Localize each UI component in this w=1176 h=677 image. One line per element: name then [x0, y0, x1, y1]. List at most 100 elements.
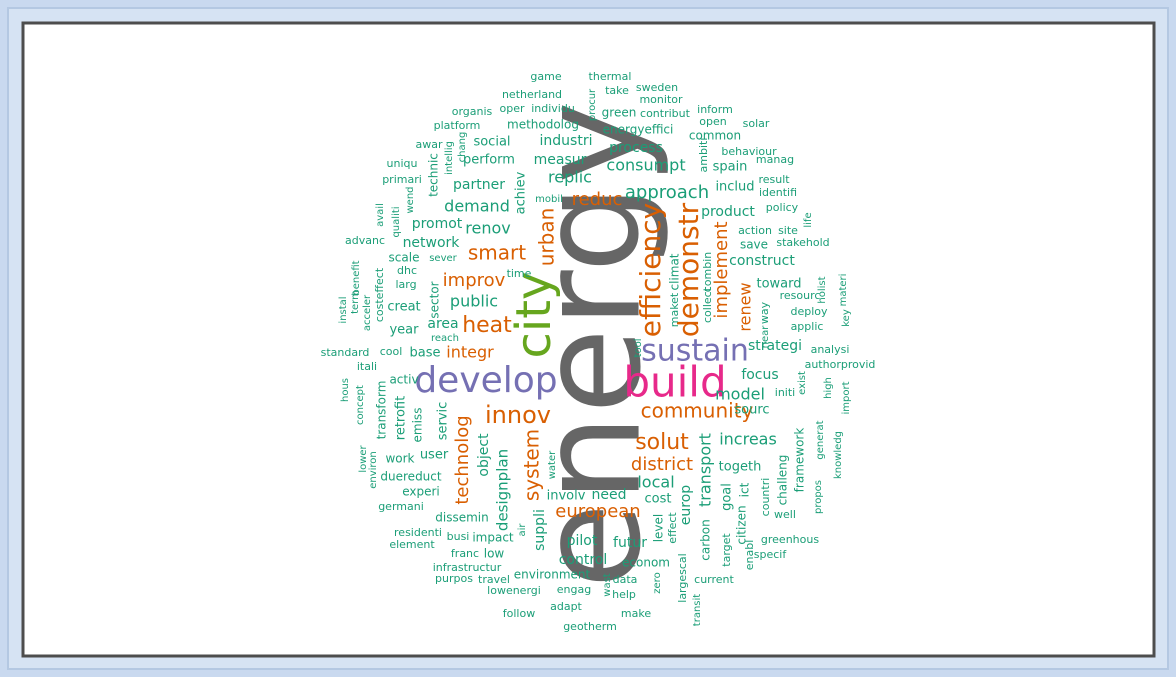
word: action [738, 224, 772, 237]
word: cool [380, 345, 403, 358]
word: behaviour [721, 145, 777, 158]
word: lower [358, 444, 369, 472]
word: object [476, 433, 492, 477]
word: common [689, 129, 741, 143]
word: europ [678, 485, 694, 526]
word: monitor [639, 93, 683, 106]
word: help [612, 588, 636, 601]
word: chang [457, 132, 468, 163]
word: lowenergi [487, 584, 541, 597]
word: element [389, 538, 435, 551]
word: adapt [550, 600, 582, 613]
word: key [841, 309, 852, 327]
word: technic [427, 153, 441, 197]
word: energy [510, 101, 673, 589]
word: urban [535, 208, 559, 267]
word: innov [485, 401, 551, 429]
word: tool [633, 339, 644, 358]
word: advanc [345, 234, 385, 247]
word: air [517, 523, 528, 537]
word: result [758, 173, 790, 186]
word: carbon [699, 519, 713, 560]
word: network [403, 235, 461, 251]
word: smart [468, 241, 526, 265]
word: involv [547, 489, 586, 504]
word: take [605, 84, 629, 97]
word: engag [557, 583, 591, 596]
word: solut [635, 430, 689, 455]
word: need [592, 487, 627, 503]
word: environment [514, 568, 591, 582]
word: partner [453, 177, 505, 193]
word: construct [729, 253, 795, 269]
word: base [410, 346, 441, 361]
word: germani [378, 500, 424, 513]
word: efficiency [634, 203, 667, 337]
word: countri [759, 478, 772, 517]
word: implement [711, 221, 732, 318]
word: sweden [636, 81, 678, 94]
word: designplan [494, 449, 512, 531]
word: econom [622, 556, 670, 570]
word: costeffect [373, 267, 386, 322]
word: qualiti [391, 206, 402, 237]
word: near [760, 325, 771, 349]
word: social [473, 135, 510, 150]
word: green [602, 106, 637, 120]
word: ambiti [697, 138, 710, 173]
word: thermal [589, 70, 632, 83]
word: combin [701, 252, 714, 293]
word: generat [815, 420, 826, 459]
word: way [758, 301, 771, 324]
word: enabl [743, 540, 756, 571]
word: well [774, 508, 796, 521]
word: model [715, 385, 765, 404]
word: initi [775, 386, 795, 399]
word: citizen [735, 505, 749, 544]
word: renew [736, 282, 755, 331]
word: sustain [641, 334, 749, 369]
word: area [427, 316, 458, 332]
word: reach [431, 333, 459, 344]
word: import [841, 381, 852, 414]
word: suppli [532, 509, 548, 551]
word: follow [503, 607, 535, 620]
word: environ [368, 451, 379, 489]
word: netherland [502, 88, 562, 101]
word: maket [668, 292, 681, 327]
word: goal [720, 483, 735, 511]
word: standard [321, 346, 370, 359]
word: game [530, 70, 561, 83]
word: dissemin [435, 511, 488, 525]
word: perform [463, 153, 515, 168]
word: community [641, 399, 754, 423]
image-panel [21, 21, 1156, 658]
word: pilot [567, 533, 598, 549]
word: knowledg [833, 431, 844, 479]
word: control [559, 552, 608, 568]
word: togeth [719, 460, 762, 475]
word: product [701, 204, 755, 220]
word: term [350, 290, 361, 314]
word: individu [531, 102, 575, 115]
word: emiss [411, 408, 425, 443]
word: data [613, 573, 638, 586]
word: concept [355, 385, 366, 425]
word: make [621, 607, 651, 620]
word: purpos [435, 572, 473, 585]
word: franc [451, 547, 479, 560]
word: acceler [362, 294, 373, 331]
word: collect [701, 286, 714, 323]
word: improv [443, 270, 506, 291]
word: solar [743, 117, 770, 130]
word: creat [387, 300, 420, 315]
word: consumpt [606, 156, 685, 175]
word: year [389, 323, 419, 338]
word: contribut [640, 107, 691, 120]
word: retrofit [394, 396, 409, 440]
word: futur [613, 535, 647, 551]
word: toward [756, 277, 801, 292]
word: organis [452, 105, 493, 118]
